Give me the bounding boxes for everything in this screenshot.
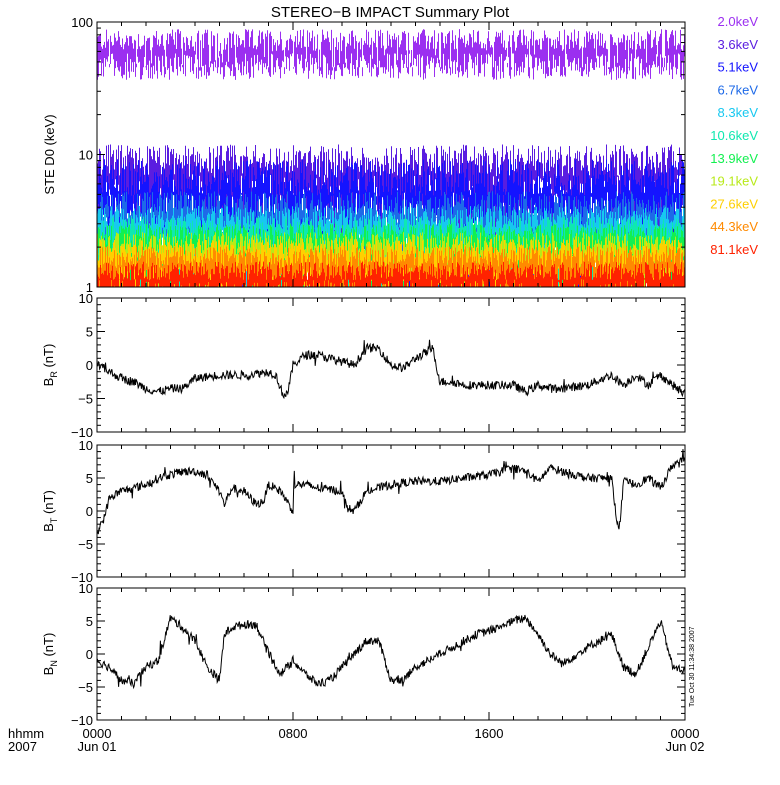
legend-entry: 3.6keV [718, 37, 759, 52]
x-row2-label: 2007 [8, 739, 37, 754]
x-tick-label: 1600 [475, 726, 504, 741]
y-tick-label: −5 [78, 537, 93, 552]
x-tick-sublabel: Jun 01 [77, 739, 116, 754]
x-tick-label: 0000 [671, 726, 700, 741]
panel-bn: −10 −5 0 5 10 BN (nT) [41, 581, 686, 728]
x-tick-sublabel: Jun 02 [665, 739, 704, 754]
legend-entry: 8.3keV [718, 105, 759, 120]
y-tick-label: 5 [86, 471, 93, 486]
ste-ylabel: STE D0 (keV) [42, 114, 57, 194]
legend-entry: 2.0keV [718, 14, 759, 29]
y-tick-label: −5 [78, 392, 93, 407]
y-tick-label: 5 [86, 325, 93, 340]
timestamp: Tue Oct 30 11:34:38 2007 [689, 626, 696, 707]
panel-br: −10 −5 0 5 10 BR (nT) [41, 291, 686, 440]
x-row1-label: hhmm [8, 726, 44, 741]
y-tick-label: −10 [71, 570, 93, 585]
y-tick-label: 0 [86, 504, 93, 519]
bn-ylabel: BN (nT) [41, 633, 59, 676]
legend-entry: 6.7keV [718, 82, 759, 97]
y-tick-label: 0 [86, 358, 93, 373]
y-tick-label: −10 [71, 713, 93, 728]
y-tick-label: 10 [79, 148, 93, 163]
y-tick-label: −5 [78, 680, 93, 695]
bn-trace [97, 614, 685, 690]
legend-entry: 13.9keV [710, 151, 758, 166]
legend-entry: 19.1keV [710, 174, 758, 189]
panel-bt: −10 −5 0 5 10 BT (nT) [41, 438, 686, 585]
bt-ylabel: BT (nT) [41, 490, 59, 532]
plot-title: STEREO−B IMPACT Summary Plot [271, 4, 510, 21]
y-tick-label: 100 [71, 15, 93, 30]
y-tick-label: 10 [79, 291, 93, 306]
y-tick-label: 0 [86, 647, 93, 662]
y-tick-label: −10 [71, 425, 93, 440]
legend-entry: 10.6keV [710, 128, 758, 143]
y-tick-label: 1 [86, 280, 93, 295]
legend-entry: 81.1keV [710, 242, 758, 257]
bt-trace [97, 449, 685, 535]
br-trace [97, 339, 685, 400]
panel-ste: 1 10 100 STE D0 (keV) 2.0keV 3.6keV 5.1keV 6.7k… [42, 14, 758, 295]
x-tick-label: 0000 [83, 726, 112, 741]
ste-channels [97, 29, 685, 287]
x-tick-label: 0800 [279, 726, 308, 741]
legend-entry: 5.1keV [718, 60, 759, 75]
legend-entry: 27.6keV [710, 196, 758, 211]
legend-entry: 44.3keV [710, 219, 758, 234]
y-tick-label: 10 [79, 581, 93, 596]
y-tick-label: 5 [86, 614, 93, 629]
y-tick-label: 10 [79, 438, 93, 453]
br-ylabel: BR (nT) [41, 344, 59, 387]
